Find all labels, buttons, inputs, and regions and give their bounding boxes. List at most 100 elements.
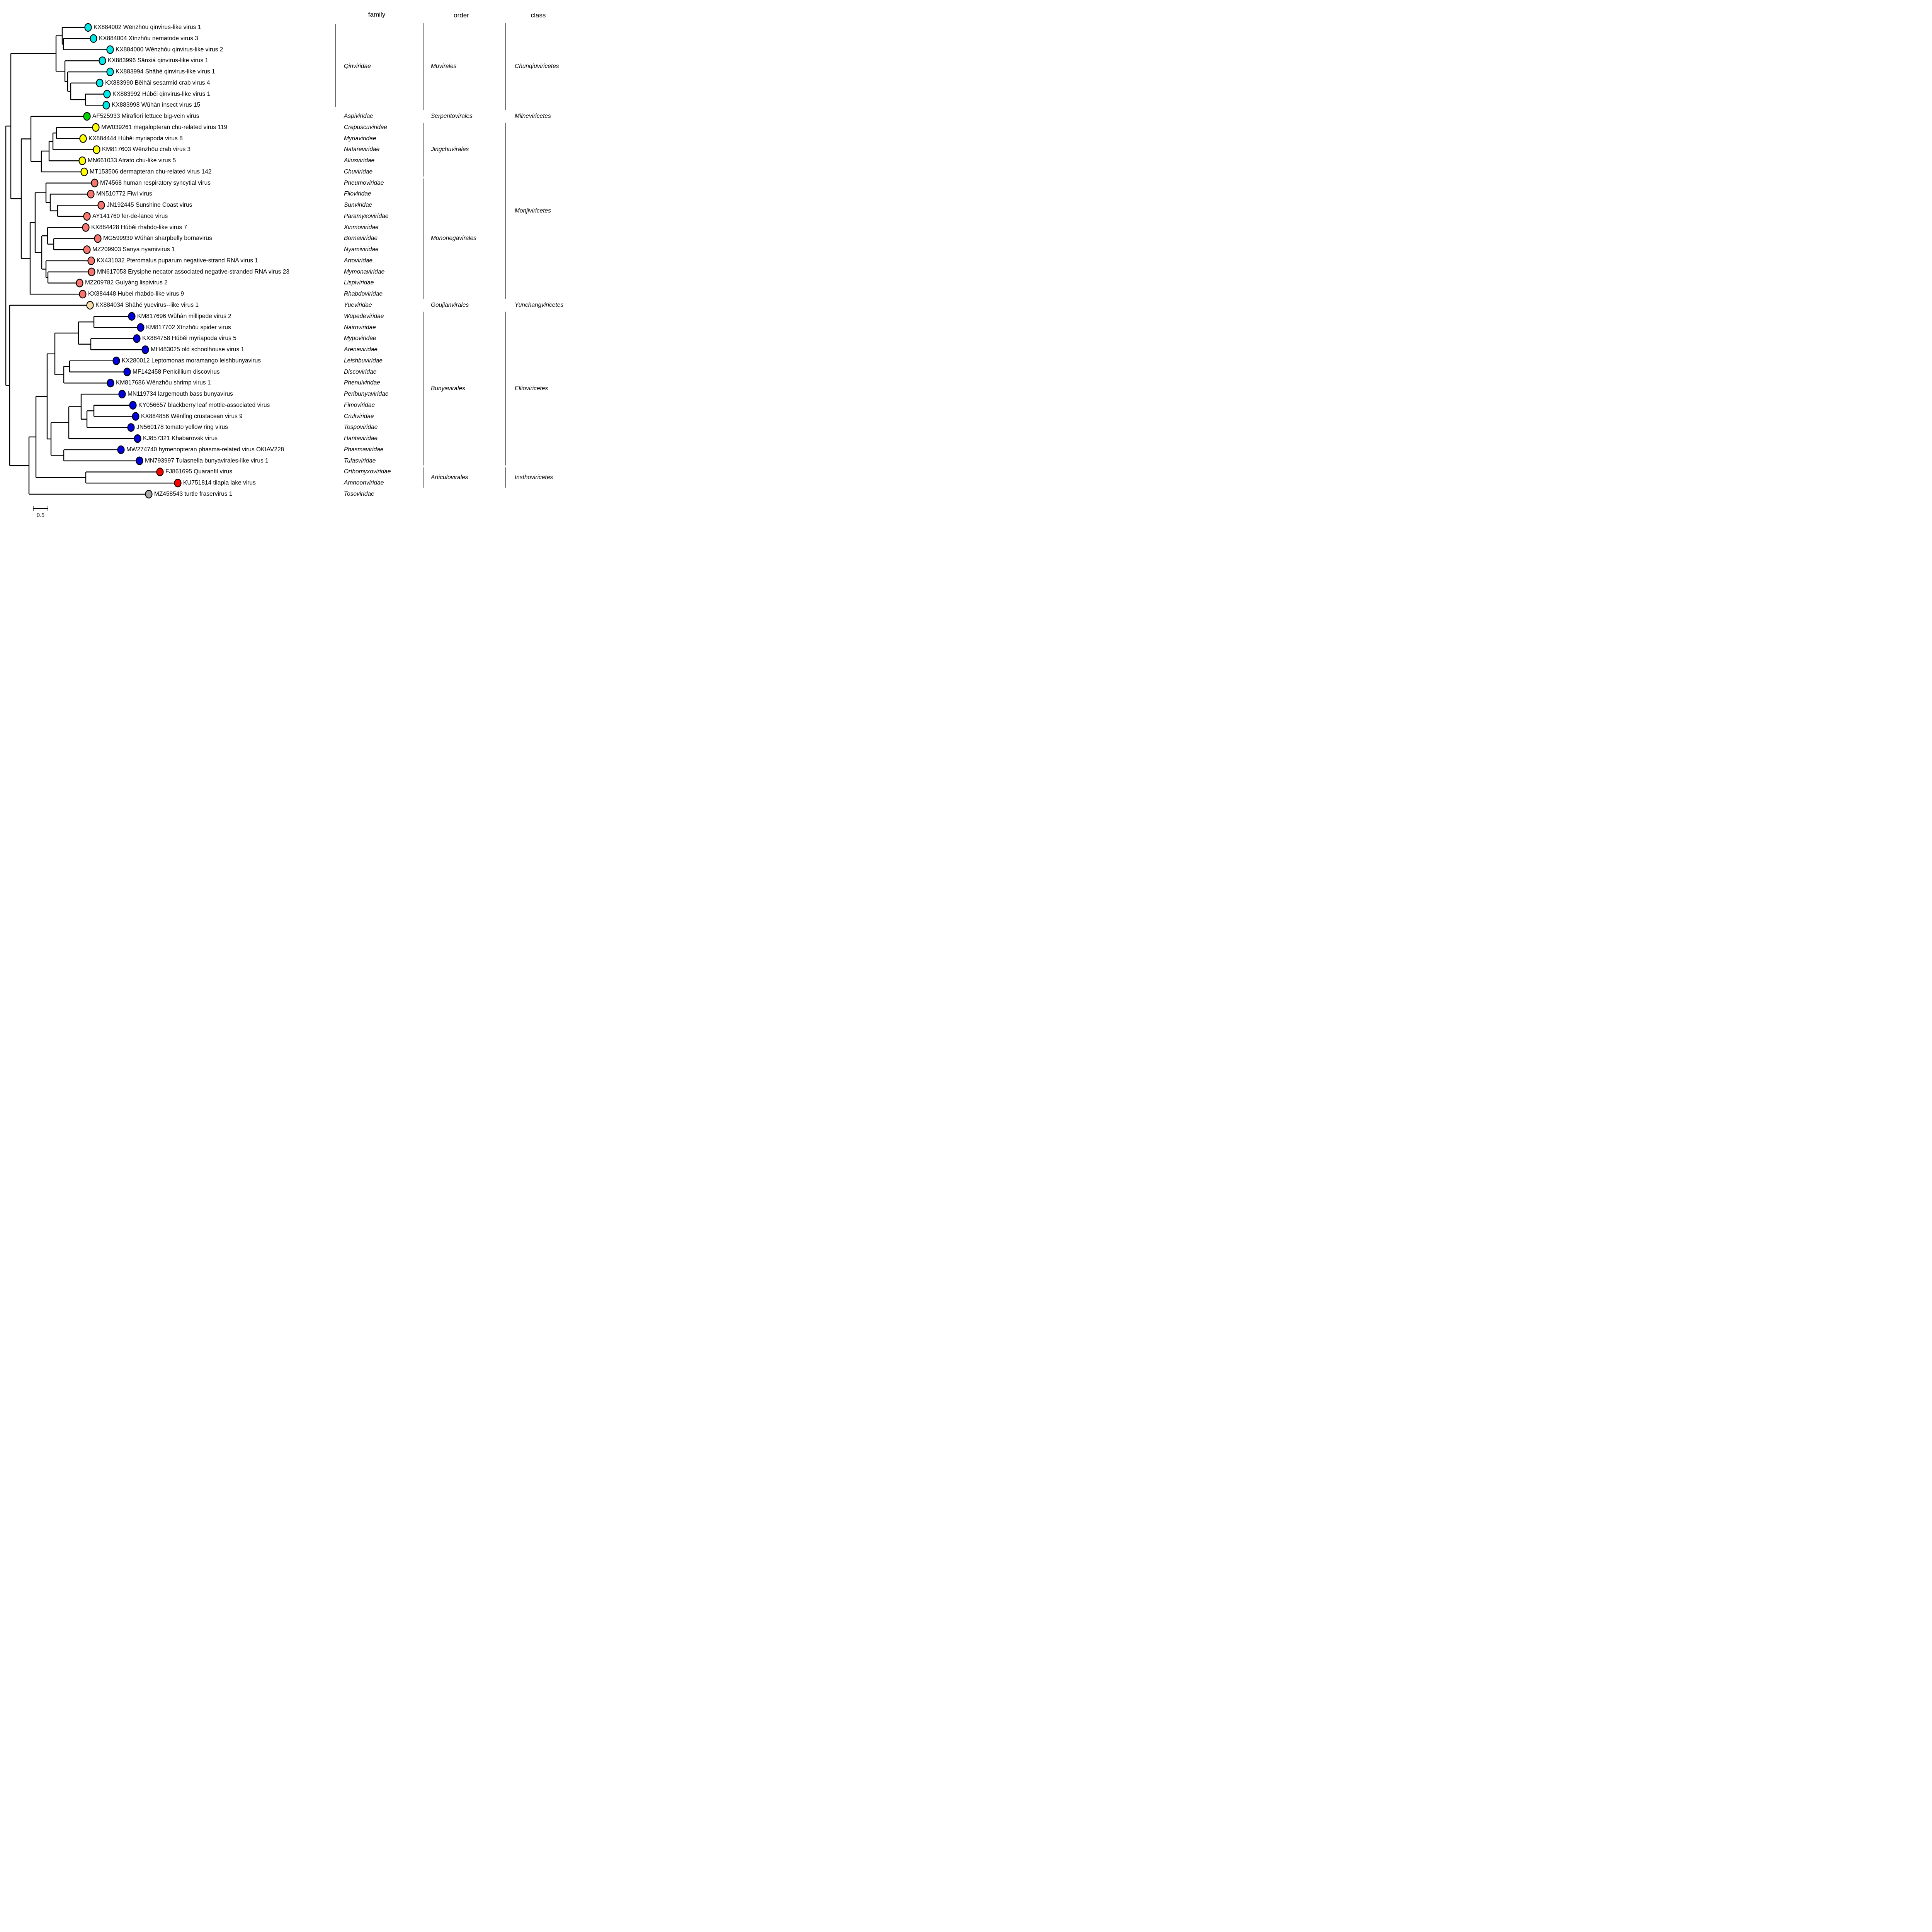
tip-label: KX883992 Húběi qinvirus-like virus 1 xyxy=(112,90,211,97)
order-label: Jingchuvirales xyxy=(431,146,469,153)
family-label: Amnoonviridae xyxy=(344,480,384,486)
scale-bar-label: 0.5 xyxy=(36,512,45,519)
tip-circle xyxy=(76,279,83,287)
family-label: Myriaviridae xyxy=(344,135,376,142)
tip-circle xyxy=(117,445,125,454)
family-label: Tospoviridae xyxy=(344,424,378,431)
tip-label: M74568 human respiratory syncytial virus xyxy=(100,179,211,186)
family-label: Leishbuviridae xyxy=(344,357,383,364)
tip-label: KX883990 Běihǎi sesarmid crab virus 4 xyxy=(105,79,210,86)
tip-label: JN560178 tomato yellow ring virus xyxy=(136,424,228,431)
tip-label: MN661033 Atrato chu-like virus 5 xyxy=(88,157,176,164)
family-label: Orthomyxoviridae xyxy=(344,468,391,475)
class-label: Insthoviricetes xyxy=(515,474,553,481)
tip-label: MN510772 Fiwi virus xyxy=(96,190,152,197)
tip-label: KM817603 Wēnzhōu crab virus 3 xyxy=(102,146,191,153)
tip-label: AY141760 fer-de-lance virus xyxy=(92,213,168,219)
tip-circle xyxy=(141,345,149,354)
tip-circle xyxy=(83,245,91,254)
order-label: Bunyavirales xyxy=(431,385,465,392)
tip-circle xyxy=(134,434,141,443)
tip-circle xyxy=(97,201,105,210)
tip-circle xyxy=(106,45,114,54)
tip-label: KX884000 Wēnzhōu qinvirus-like virus 2 xyxy=(116,46,223,53)
tip-label: MZ458543 turtle fraservirus 1 xyxy=(154,490,233,497)
tip-circle xyxy=(123,367,131,376)
tip-circle xyxy=(132,412,139,421)
family-label: Bornaviridae xyxy=(344,235,378,242)
family-label: Cruliviridae xyxy=(344,413,374,420)
tip-circle xyxy=(79,290,87,299)
family-label: Discoviridae xyxy=(344,368,377,375)
tip-label: KX884758 Húběi myriapoda virus 5 xyxy=(142,335,236,342)
column-header-class: class xyxy=(531,12,546,19)
family-label: Yueviridae xyxy=(344,302,372,308)
family-label: Hantaviridae xyxy=(344,435,378,442)
class-label: Chunqiuviricetes xyxy=(515,63,559,70)
tip-label: KX884856 Wēnlǐng crustacean virus 9 xyxy=(141,413,243,420)
tip-label: MG599939 Wǔhàn sharpbelly bornavirus xyxy=(103,235,212,242)
tip-label: KX883998 Wǔhàn insect virus 15 xyxy=(112,102,201,109)
tip-circle xyxy=(80,167,88,176)
column-header-order: order xyxy=(454,12,469,19)
family-label: Fimoviridae xyxy=(344,401,375,408)
tip-circle xyxy=(83,212,91,221)
tip-circle xyxy=(96,78,104,87)
family-label: Mymonaviridae xyxy=(344,268,385,275)
family-label: Tulasviridae xyxy=(344,457,376,464)
family-label: Xinmoviridae xyxy=(344,224,379,231)
tip-label: MW039261 megalopteran chu-related virus … xyxy=(101,124,228,131)
tip-circle xyxy=(129,401,137,410)
tip-label: KX884444 Húběi myriapoda virus 8 xyxy=(88,135,183,142)
family-label: Arenaviridae xyxy=(344,346,378,353)
family-label: Qinviridae xyxy=(344,63,371,70)
tip-circle xyxy=(102,101,110,110)
tip-circle xyxy=(88,267,95,276)
tip-label: MN119734 largemouth bass bunyavirus xyxy=(128,391,233,398)
order-label: Goujianvirales xyxy=(431,302,469,308)
tip-label: KY056657 blackberry leaf mottle-associat… xyxy=(138,401,270,408)
family-label: Phenuiviridae xyxy=(344,379,380,386)
order-label: Muvirales xyxy=(431,63,457,70)
tip-label: MW274740 hymenopteran phasma-related vir… xyxy=(126,446,284,453)
tip-label: MZ209903 Sanya nyamivirus 1 xyxy=(92,246,175,253)
order-label: Mononegavirales xyxy=(431,235,477,242)
tip-circle xyxy=(87,256,95,265)
tip-circle xyxy=(90,34,97,43)
tip-circle xyxy=(128,312,136,321)
order-label: Articulovirales xyxy=(431,474,468,481)
tip-circle xyxy=(127,423,135,432)
tip-circle xyxy=(94,234,102,243)
order-label: Serpentovirales xyxy=(431,113,473,120)
tip-label: KX883994 Shāhé qinvirus-like virus 1 xyxy=(116,68,215,75)
family-label: Artoviridae xyxy=(344,257,373,264)
tip-label: KU751814 tilapia lake virus xyxy=(183,480,256,486)
tip-label: KX884002 Wēnzhōu qinvirus-like virus 1 xyxy=(94,24,201,31)
tip-label: KX884004 Xīnzhōu nematode virus 3 xyxy=(99,35,198,42)
tip-circle xyxy=(86,301,94,310)
family-label: Crepuscuviridae xyxy=(344,124,387,131)
class-label: Yunchangviricetes xyxy=(515,302,564,308)
tip-label: KJ857321 Khabarovsk virus xyxy=(143,435,218,442)
tip-label: KX884428 Húběi rhabdo-like virus 7 xyxy=(91,224,187,231)
tip-label: AF525933 Mirafiori lettuce big-vein viru… xyxy=(92,113,199,120)
tip-label: MT153506 dermapteran chu-related virus 1… xyxy=(90,168,212,175)
tip-circle xyxy=(87,190,95,199)
family-label: Wupedeviridae xyxy=(344,313,384,320)
family-label: Paramyxoviridae xyxy=(344,213,389,219)
class-label: Milneviricetes xyxy=(515,113,551,120)
family-label: Natareviridae xyxy=(344,146,380,153)
tip-circle xyxy=(133,334,141,343)
column-header-family: family xyxy=(368,11,386,18)
family-label: Phasmaviridae xyxy=(344,446,384,453)
tip-circle xyxy=(118,389,126,399)
tip-label: KX884448 Hubei rhabdo-like virus 9 xyxy=(88,291,184,298)
tip-label: KX883996 Sānxiá qinvirus-like virus 1 xyxy=(108,57,209,64)
tip-label: FJ861695 Quaranfil virus xyxy=(165,468,233,475)
phylogeny-figure: family order class KX884002 Wēnzhōu qinv… xyxy=(0,0,597,531)
family-label: Tosoviridae xyxy=(344,490,374,497)
tip-circle xyxy=(145,490,153,499)
tip-circle xyxy=(84,23,92,32)
tip-label: MF142458 Penicillium discovirus xyxy=(133,368,220,375)
family-label: Lispiviridae xyxy=(344,279,374,286)
